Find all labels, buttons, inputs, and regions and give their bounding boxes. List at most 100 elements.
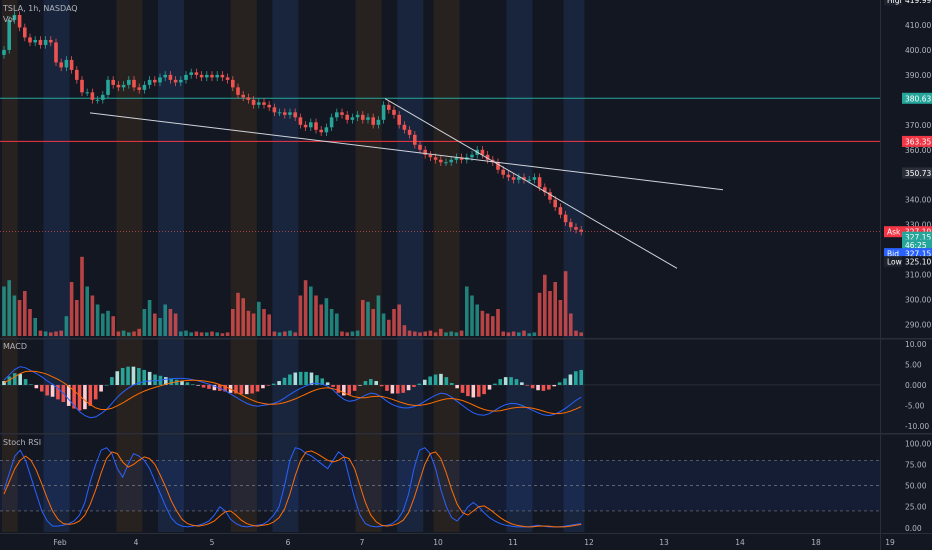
macd-hist-64 <box>347 384 352 395</box>
volume-bar-39 <box>205 332 209 336</box>
volume-bar-48 <box>251 313 256 336</box>
candle-body-58 <box>303 124 308 128</box>
macd-hist-103 <box>557 382 562 385</box>
candle-body-97 <box>506 174 511 178</box>
volume-bar-0 <box>2 286 6 336</box>
candle-body-33 <box>173 79 178 83</box>
macd-hist-53 <box>288 374 292 385</box>
volume-bar-4 <box>23 291 27 336</box>
volume-bar-49 <box>257 301 261 336</box>
macd-hist-72 <box>390 384 395 394</box>
candle-body-21 <box>111 79 115 85</box>
volume-bar-85 <box>444 332 448 336</box>
macd-tick-1: 5.00 <box>905 361 922 370</box>
stoch-rsi-legend: Stoch RSI <box>3 438 42 447</box>
macd-hist-100 <box>541 384 546 391</box>
macd-hist-63 <box>342 384 346 396</box>
candle-body-14 <box>75 69 79 80</box>
candle-body-13 <box>69 59 74 70</box>
volume-bar-89 <box>465 286 469 336</box>
volume-bar-31 <box>163 304 167 336</box>
macd-hist-67 <box>363 381 368 385</box>
candle-body-80 <box>418 144 422 150</box>
volume-bar-45 <box>236 292 240 336</box>
candle-body-29 <box>153 79 157 83</box>
macd-hist-102 <box>552 384 557 387</box>
macd-hist-106 <box>574 371 578 385</box>
volume-bar-65 <box>340 331 344 336</box>
macd-hist-60 <box>325 382 330 385</box>
macd-hist-85 <box>460 384 465 393</box>
stoch-tick-1: 75.00 <box>905 461 927 470</box>
candle-body-36 <box>189 72 193 75</box>
volume-bar-12 <box>64 316 69 336</box>
volume-bar-75 <box>392 309 396 336</box>
candle-body-84 <box>439 159 443 163</box>
macd-hist-74 <box>401 384 405 393</box>
time-label-7: 12 <box>584 538 594 547</box>
candle-body-7 <box>38 39 43 45</box>
macd-hist-12 <box>66 384 71 406</box>
candle-body-44 <box>231 79 235 88</box>
candle-body-4 <box>23 27 27 38</box>
tag-bg-5 <box>902 231 932 243</box>
macd-hist-81 <box>439 373 443 385</box>
candle-body-110 <box>574 227 578 230</box>
macd-hist-73 <box>395 384 400 394</box>
candle-body-39 <box>205 74 209 78</box>
macd-hist-101 <box>547 384 551 390</box>
candle-body-92 <box>480 149 485 155</box>
candle-body-86 <box>449 159 453 163</box>
volume-bar-68 <box>355 330 360 336</box>
candle-body-90 <box>470 154 474 158</box>
macd-hist-43 <box>234 384 238 394</box>
horizontal-levels <box>0 97 880 232</box>
candle-body-10 <box>54 42 58 63</box>
volume-bar-103 <box>537 292 542 336</box>
macd-hist-14 <box>77 384 82 411</box>
candle-body-45 <box>236 87 240 95</box>
macd-hist-90 <box>487 384 492 390</box>
volume-bar-63 <box>329 309 334 336</box>
trendlines[interactable] <box>89 98 724 269</box>
macd-hist-47 <box>255 384 260 392</box>
candle-body-107 <box>558 207 563 215</box>
session-band-7 <box>397 0 424 532</box>
candle-body-96 <box>501 169 505 175</box>
candle-body-74 <box>387 104 391 110</box>
macd-hist-37 <box>201 384 206 388</box>
macd-hist-31 <box>169 378 174 385</box>
macd-hist-9 <box>50 384 55 397</box>
candle-body-95 <box>496 162 500 170</box>
candle-body-73 <box>381 104 386 120</box>
volume-bar-101 <box>527 333 531 336</box>
volume-bar-3 <box>17 300 22 336</box>
candle-body-43 <box>225 77 230 80</box>
candle-body-62 <box>324 127 329 133</box>
tag-bg-2 <box>902 135 932 147</box>
macd-hist-105 <box>568 374 573 385</box>
tag-value-5: 327.15 <box>905 233 931 242</box>
time-label-9: 14 <box>735 538 745 547</box>
macd-hist-89 <box>482 384 486 395</box>
session-band-10 <box>563 0 585 532</box>
volume-bar-110 <box>574 330 578 336</box>
tag-bg-1 <box>902 92 932 104</box>
candle-body-68 <box>355 114 360 118</box>
volume-bar-90 <box>470 295 474 336</box>
volume-bar-38 <box>199 332 204 336</box>
candle-body-40 <box>210 74 214 78</box>
candle-body-12 <box>64 59 69 68</box>
candle-body-24 <box>127 79 131 85</box>
volume-bar-34 <box>179 331 183 336</box>
volume-bar-87 <box>454 332 459 336</box>
macd-hist-48 <box>261 384 265 389</box>
candle-body-35 <box>184 74 188 80</box>
time-separator <box>0 533 932 534</box>
candle-body-56 <box>293 112 297 118</box>
volume-bar-53 <box>277 332 282 336</box>
volume-bar-93 <box>485 313 490 336</box>
macd-hist-96 <box>520 382 524 385</box>
time-label-2: 5 <box>210 538 215 547</box>
volume-bar-1 <box>7 280 11 336</box>
